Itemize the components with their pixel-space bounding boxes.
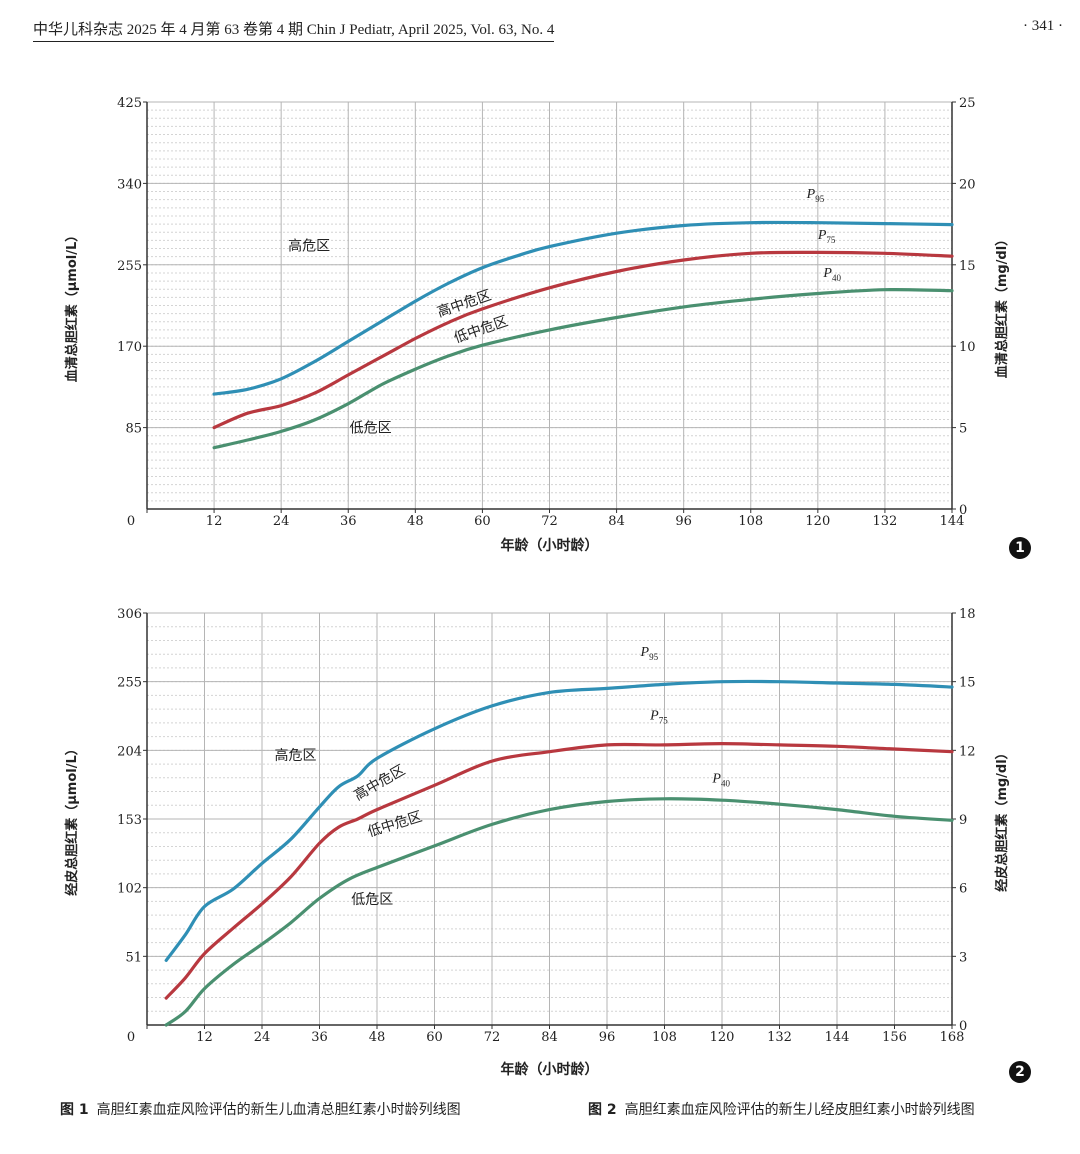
y-left-tick-label: 340 xyxy=(117,177,142,192)
x-tick-label: 12 xyxy=(206,514,223,529)
figure-number-badge-1: 1 xyxy=(1009,537,1031,559)
series-label-p95: P95 xyxy=(640,645,659,662)
x-tick-label: 36 xyxy=(340,514,357,529)
figure-number-badge-2: 2 xyxy=(1009,1061,1031,1083)
y-right-tick-label: 6 xyxy=(959,882,967,897)
y-right-tick-label: 10 xyxy=(959,340,976,355)
y-axis-title-left: 经皮总胆红素（μmol/L） xyxy=(64,742,80,896)
x-tick-label: 72 xyxy=(541,514,558,529)
caption-text-1: 高胆红素血症风险评估的新生儿血清总胆红素小时龄列线图 xyxy=(96,1102,461,1118)
x-tick-label: 84 xyxy=(608,514,625,529)
y-left-tick-label: 102 xyxy=(117,882,142,897)
x-tick-label: 60 xyxy=(474,514,491,529)
zone-label-2: 高中危区 xyxy=(351,761,408,804)
zone-label-4: 低危区 xyxy=(350,420,392,436)
figure-caption-1: 图 1 高胆红素血症风险评估的新生儿血清总胆红素小时龄列线图 xyxy=(60,1098,560,1122)
series-label-p40: P40 xyxy=(711,772,730,789)
series-label-p75: P75 xyxy=(649,708,668,725)
y-right-tick-label: 18 xyxy=(959,607,976,622)
series-line-p95 xyxy=(164,679,954,962)
series-label-p40: P40 xyxy=(822,266,841,283)
series-label-p95: P95 xyxy=(806,187,825,204)
y-right-tick-label: 15 xyxy=(959,259,976,274)
y-left-tick-label: 425 xyxy=(117,96,142,111)
figure-caption-2: 图 2 高胆红素血症风险评估的新生儿经皮胆红素小时龄列线图 xyxy=(588,1098,1048,1122)
y-left-tick-label: 51 xyxy=(125,950,142,965)
y-left-tick-label: 255 xyxy=(117,259,142,274)
chart-1: 0 12 24 36 48 60 72 84 96 108 120 132 14485170255340… xyxy=(64,96,1010,554)
x-tick-label: 120 xyxy=(805,514,830,529)
x-tick-label: 144 xyxy=(940,514,965,529)
x-tick-label: 108 xyxy=(652,1030,677,1045)
y-left-tick-label: 85 xyxy=(125,422,142,437)
caption-label-2: 图 2 xyxy=(588,1102,617,1118)
y-left-tick-label: 153 xyxy=(117,813,142,828)
x-tick-label: 84 xyxy=(541,1030,558,1045)
y-right-tick-label: 9 xyxy=(959,813,967,828)
y-axis-title-right: 血清总胆红素（mg/dl） xyxy=(994,233,1010,378)
x-tick-label: 96 xyxy=(599,1030,616,1045)
x-tick-label: 168 xyxy=(940,1030,965,1045)
zone-label-1: 高危区 xyxy=(288,237,330,254)
x-tick-label: 72 xyxy=(484,1030,501,1045)
chart-2: 0 12 24 36 48 60 72 84 96 108 120 132 144 156 16851102… xyxy=(64,607,1010,1078)
x-axis-title: 年龄（小时龄） xyxy=(501,1061,599,1078)
journal-header: 中华儿科杂志 2025 年 4 月第 63 卷第 4 期 Chin J Pedi… xyxy=(33,18,1063,42)
y-axis-title-right: 经皮总胆红素（mg/dl） xyxy=(994,746,1010,891)
y-right-tick-label: 5 xyxy=(959,422,967,437)
y-left-tick-label: 170 xyxy=(117,340,142,355)
series-line-p40 xyxy=(164,797,954,1027)
series-line-p75 xyxy=(212,250,954,430)
caption-text-2: 高胆红素血症风险评估的新生儿经皮胆红素小时龄列线图 xyxy=(624,1102,975,1118)
x-tick-label: 48 xyxy=(407,514,424,529)
y-right-tick-label: 12 xyxy=(959,744,976,759)
series-line-p40 xyxy=(212,287,954,450)
y-right-tick-label: 25 xyxy=(959,96,976,111)
series-line-p95 xyxy=(212,220,954,396)
zone-label-1: 高危区 xyxy=(275,747,317,764)
x-tick-label: 108 xyxy=(738,514,763,529)
x-tick-label: 0 xyxy=(127,1030,135,1045)
x-tick-label: 48 xyxy=(369,1030,386,1045)
zone-label-4: 低危区 xyxy=(351,892,393,908)
series-line-p75 xyxy=(164,742,954,1000)
x-tick-label: 132 xyxy=(767,1030,792,1045)
x-tick-label: 24 xyxy=(273,514,290,529)
y-axis-title-left: 血清总胆红素（μmol/L） xyxy=(64,229,80,383)
y-right-tick-label: 20 xyxy=(959,177,976,192)
y-right-tick-label: 0 xyxy=(959,503,967,518)
journal-citation: 中华儿科杂志 2025 年 4 月第 63 卷第 4 期 Chin J Pedi… xyxy=(33,18,555,42)
y-left-tick-label: 204 xyxy=(117,744,142,759)
x-axis-title: 年龄（小时龄） xyxy=(501,537,599,554)
x-tick-label: 132 xyxy=(873,514,898,529)
caption-label-1: 图 1 xyxy=(60,1102,89,1118)
y-right-tick-label: 15 xyxy=(959,676,976,691)
x-tick-label: 12 xyxy=(196,1030,213,1045)
y-right-tick-label: 0 xyxy=(959,1019,967,1034)
x-tick-label: 120 xyxy=(710,1030,735,1045)
y-left-tick-label: 306 xyxy=(117,607,142,622)
x-tick-label: 24 xyxy=(254,1030,271,1045)
x-tick-label: 60 xyxy=(426,1030,443,1045)
y-left-tick-label: 255 xyxy=(117,676,142,691)
x-tick-label: 144 xyxy=(825,1030,850,1045)
x-tick-label: 0 xyxy=(127,514,135,529)
x-tick-label: 36 xyxy=(311,1030,328,1045)
page-number: · 341 · xyxy=(1023,18,1063,34)
zone-label-3: 低中危区 xyxy=(366,809,424,841)
x-tick-label: 96 xyxy=(675,514,692,529)
x-tick-label: 156 xyxy=(882,1030,907,1045)
series-label-p75: P75 xyxy=(817,228,836,245)
y-right-tick-label: 3 xyxy=(959,950,967,965)
